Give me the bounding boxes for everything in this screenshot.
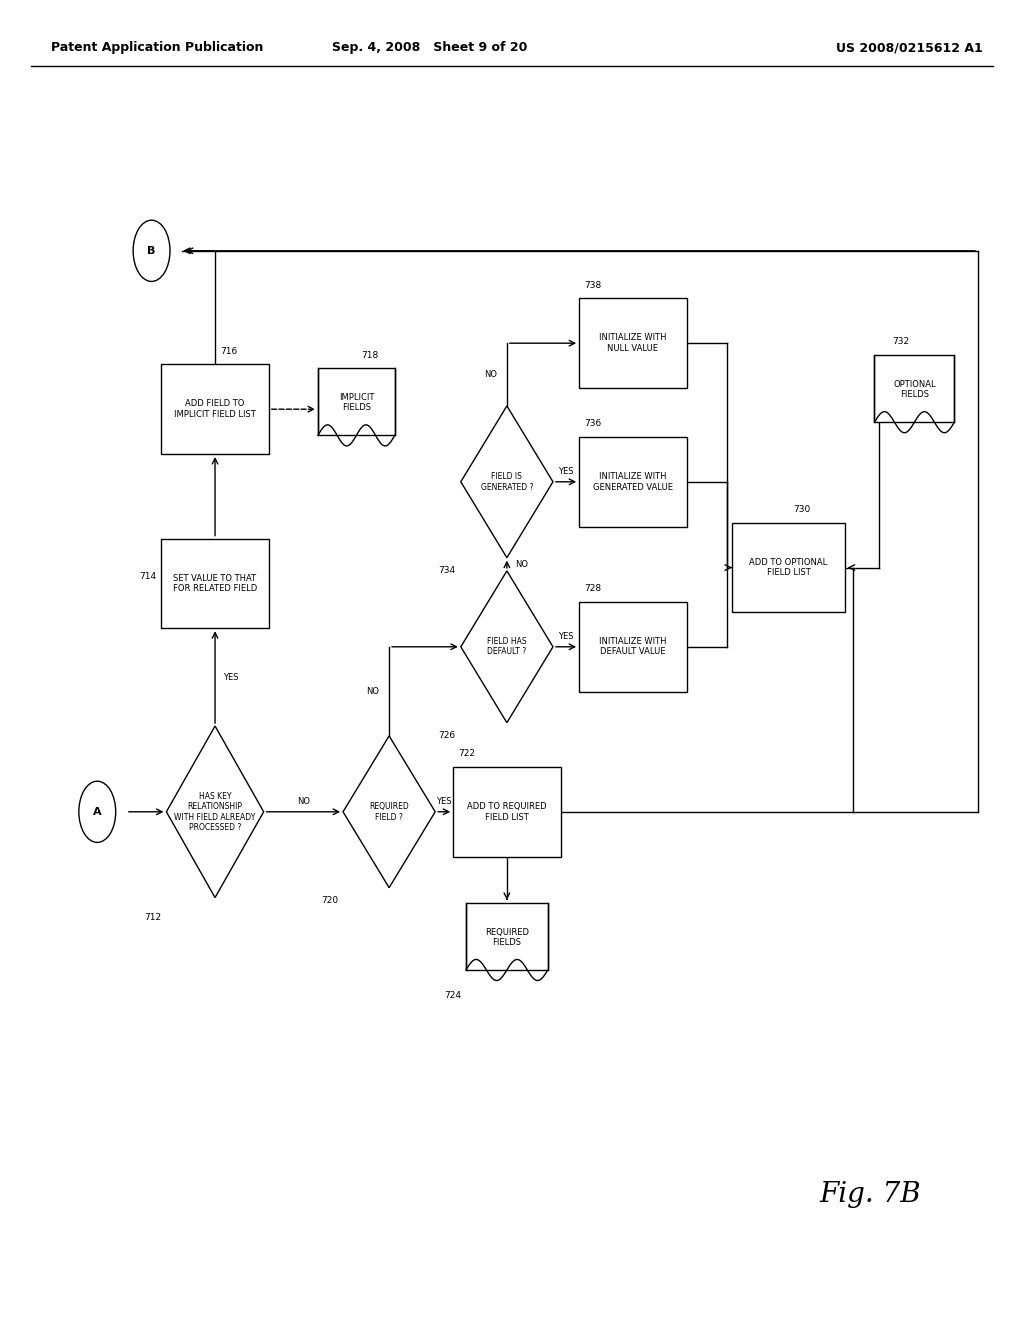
FancyBboxPatch shape: [466, 903, 548, 970]
Text: SET VALUE TO THAT
FOR RELATED FIELD: SET VALUE TO THAT FOR RELATED FIELD: [173, 574, 257, 593]
FancyBboxPatch shape: [162, 539, 268, 628]
Text: YES: YES: [558, 632, 573, 640]
Polygon shape: [461, 407, 553, 557]
Text: INITIALIZE WITH
GENERATED VALUE: INITIALIZE WITH GENERATED VALUE: [593, 473, 673, 491]
Text: A: A: [93, 807, 101, 817]
Text: 718: 718: [361, 351, 379, 359]
FancyBboxPatch shape: [317, 368, 395, 436]
Text: REQUIRED
FIELDS: REQUIRED FIELDS: [485, 928, 528, 946]
Text: ADD TO OPTIONAL
FIELD LIST: ADD TO OPTIONAL FIELD LIST: [750, 558, 827, 577]
Text: 714: 714: [139, 573, 156, 581]
Ellipse shape: [79, 781, 116, 842]
Text: ADD FIELD TO
IMPLICIT FIELD LIST: ADD FIELD TO IMPLICIT FIELD LIST: [174, 400, 256, 418]
Text: 722: 722: [459, 750, 475, 758]
Text: 712: 712: [144, 913, 161, 921]
Text: IMPLICIT
FIELDS: IMPLICIT FIELDS: [339, 393, 374, 412]
FancyBboxPatch shape: [162, 364, 268, 454]
Text: NO: NO: [297, 797, 310, 805]
Text: 736: 736: [584, 420, 601, 428]
FancyBboxPatch shape: [580, 298, 686, 388]
FancyBboxPatch shape: [874, 355, 954, 422]
Text: Fig. 7B: Fig. 7B: [819, 1181, 921, 1208]
Polygon shape: [461, 570, 553, 722]
Text: 728: 728: [584, 585, 601, 593]
Text: Patent Application Publication: Patent Application Publication: [51, 41, 263, 54]
Polygon shape: [166, 726, 264, 898]
Text: ADD TO REQUIRED
FIELD LIST: ADD TO REQUIRED FIELD LIST: [467, 803, 547, 821]
Text: 716: 716: [220, 347, 238, 355]
FancyBboxPatch shape: [453, 767, 561, 857]
Text: 720: 720: [321, 896, 338, 906]
FancyBboxPatch shape: [580, 602, 686, 692]
Text: NO: NO: [366, 686, 379, 696]
Text: HAS KEY
RELATIONSHIP
WITH FIELD ALREADY
PROCESSED ?: HAS KEY RELATIONSHIP WITH FIELD ALREADY …: [174, 792, 256, 832]
Text: OPTIONAL
FIELDS: OPTIONAL FIELDS: [893, 380, 936, 399]
Text: YES: YES: [436, 797, 452, 805]
Text: YES: YES: [223, 673, 239, 681]
Ellipse shape: [133, 220, 170, 281]
FancyBboxPatch shape: [732, 523, 845, 612]
Text: 738: 738: [584, 281, 601, 289]
Text: REQUIRED
FIELD ?: REQUIRED FIELD ?: [370, 803, 409, 821]
Text: US 2008/0215612 A1: US 2008/0215612 A1: [837, 41, 983, 54]
Text: INITIALIZE WITH
DEFAULT VALUE: INITIALIZE WITH DEFAULT VALUE: [599, 638, 667, 656]
Text: FIELD IS
GENERATED ?: FIELD IS GENERATED ?: [480, 473, 534, 491]
Text: B: B: [147, 246, 156, 256]
Text: 734: 734: [438, 566, 456, 576]
Text: NO: NO: [515, 560, 528, 569]
Text: YES: YES: [558, 467, 573, 475]
Text: 724: 724: [443, 991, 461, 999]
Text: Sep. 4, 2008   Sheet 9 of 20: Sep. 4, 2008 Sheet 9 of 20: [333, 41, 527, 54]
Text: 732: 732: [892, 338, 909, 346]
Text: 726: 726: [438, 731, 456, 741]
Text: FIELD HAS
DEFAULT ?: FIELD HAS DEFAULT ?: [487, 638, 526, 656]
FancyBboxPatch shape: [580, 437, 686, 527]
Text: NO: NO: [483, 370, 497, 379]
Polygon shape: [343, 737, 435, 887]
Text: 730: 730: [794, 506, 811, 513]
Text: INITIALIZE WITH
NULL VALUE: INITIALIZE WITH NULL VALUE: [599, 334, 667, 352]
